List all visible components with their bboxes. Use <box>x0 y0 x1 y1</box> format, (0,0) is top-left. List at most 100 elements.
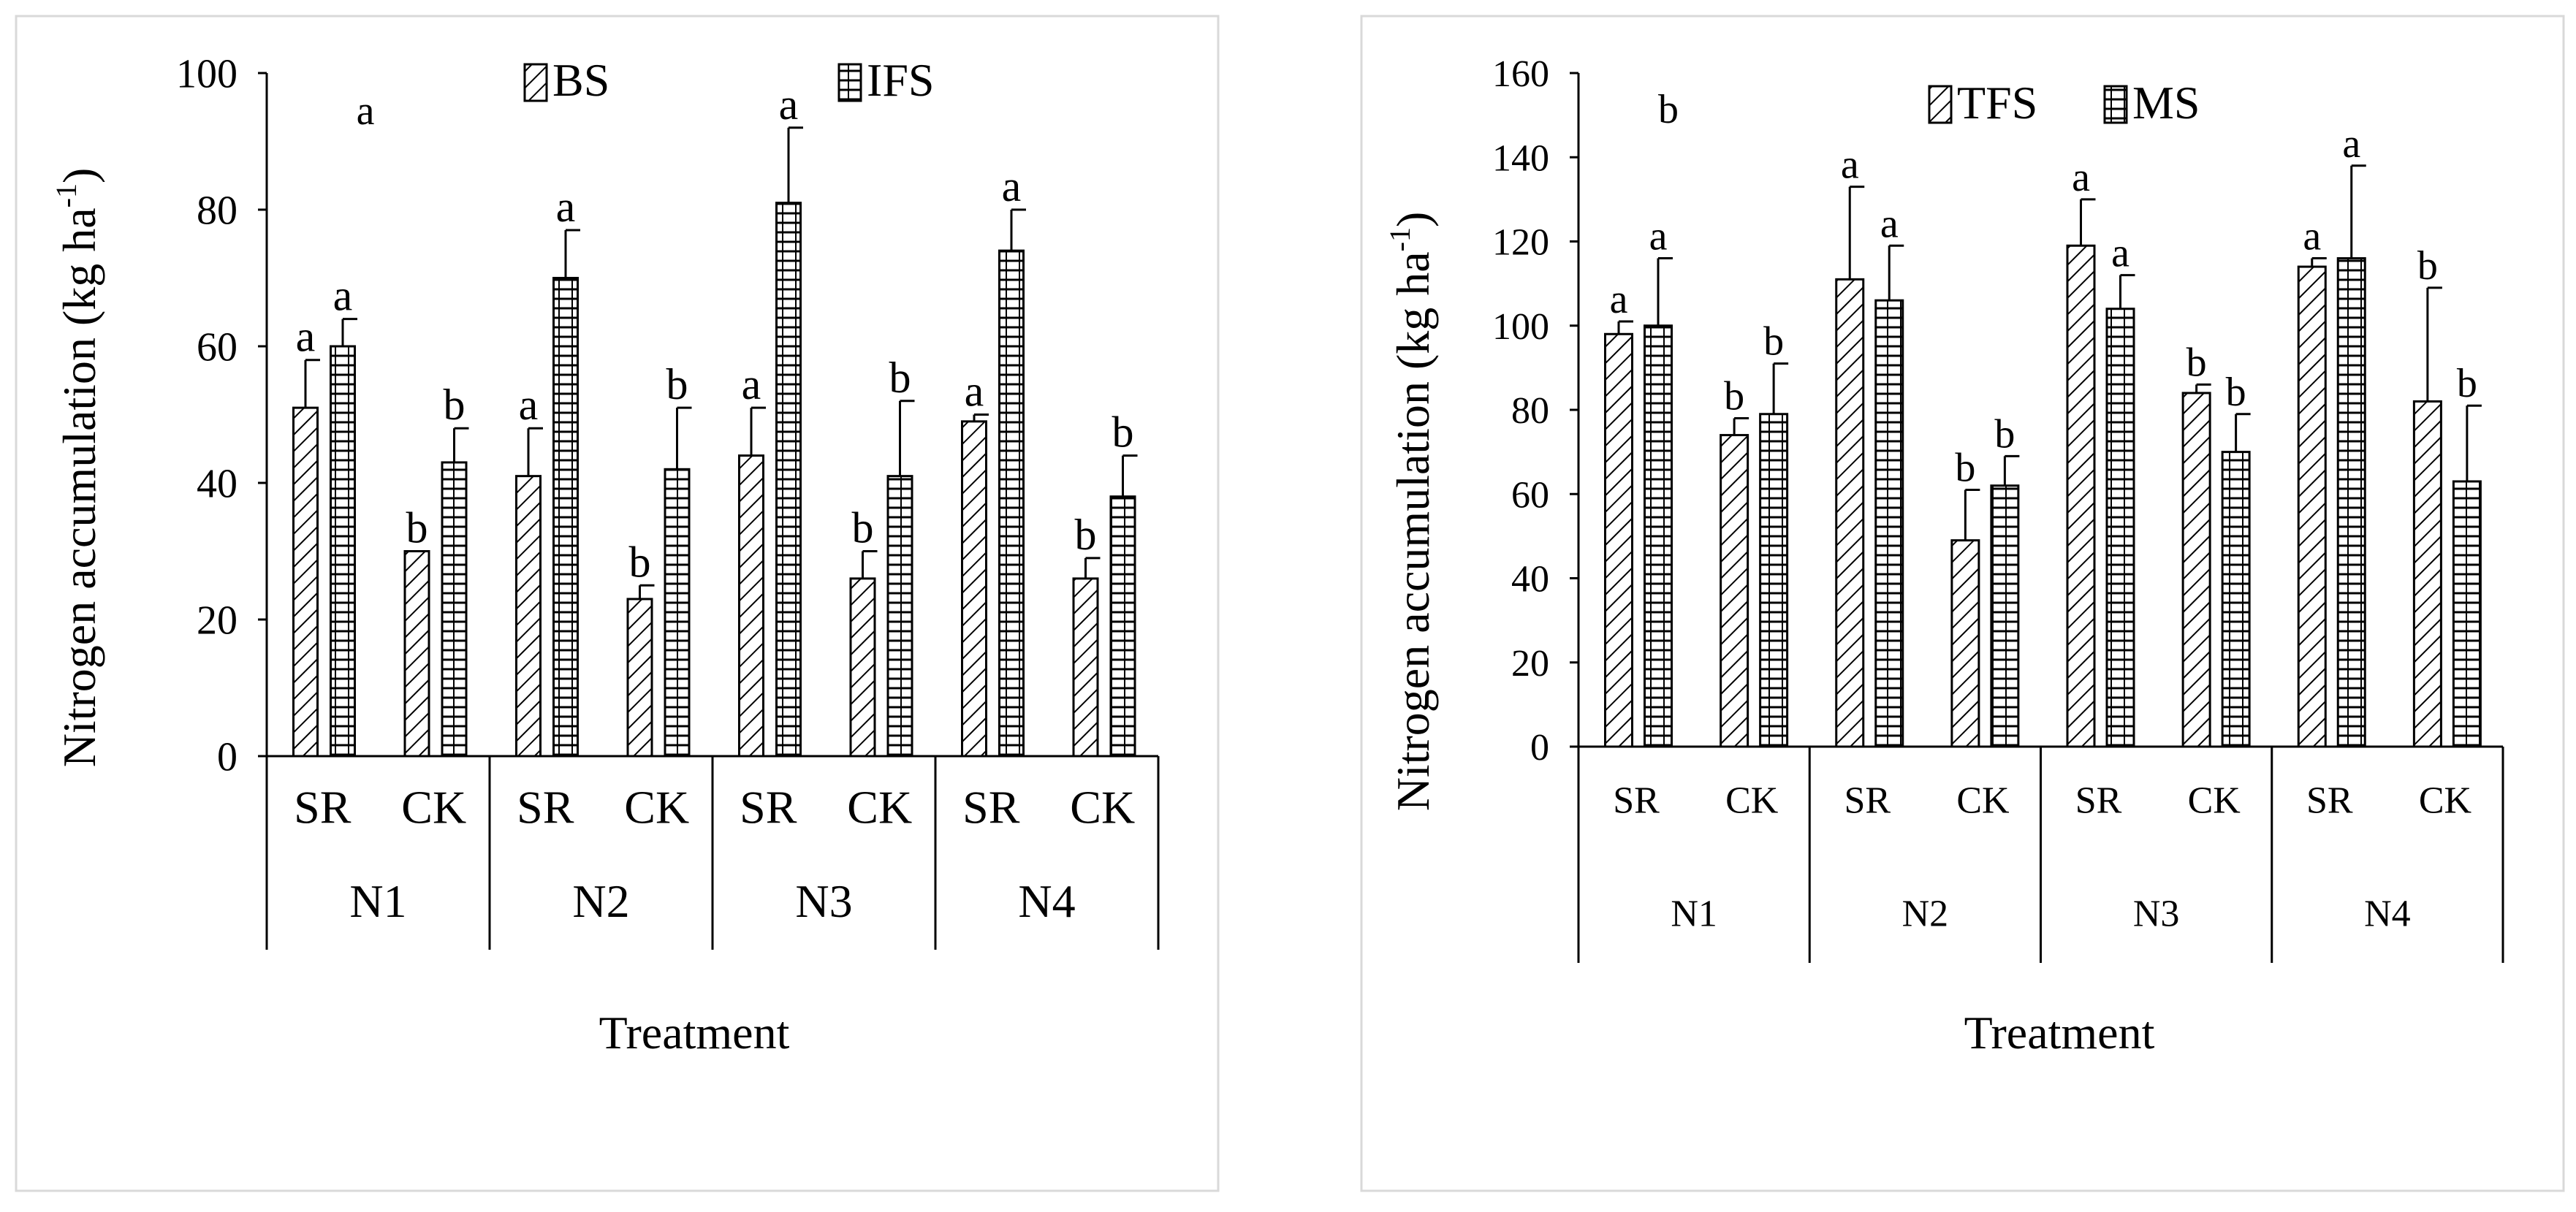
category-label: SR <box>517 781 574 833</box>
y-tick-label: 20 <box>1511 643 1549 685</box>
bar-ifs <box>664 468 691 758</box>
group-label: N4 <box>1018 875 1075 927</box>
bar-ms <box>1759 413 1789 748</box>
significance-label: b <box>1075 511 1097 559</box>
bar-bs <box>515 475 542 758</box>
panel-2-ylabel: Nitrogen accumulation (kg ha-1) <box>1383 212 1439 812</box>
significance-label: b <box>889 354 911 402</box>
significance-label: a <box>1880 201 1899 246</box>
panel-2-legend: TFS MS <box>1928 77 2200 129</box>
y-tick-label: 40 <box>197 462 238 507</box>
bar-ms <box>2221 451 2251 748</box>
category-label: SR <box>2306 780 2353 821</box>
bar-ifs <box>775 202 802 758</box>
bar-tfs <box>2181 392 2211 748</box>
significance-label: a <box>779 80 799 129</box>
significance-label: b <box>1955 445 1975 490</box>
group-label: N1 <box>1671 893 1717 935</box>
significance-label: a <box>742 360 761 408</box>
y-tick-label: 20 <box>197 598 238 644</box>
legend-swatch-tfs <box>1928 85 1953 124</box>
category-label: SR <box>1844 780 1891 821</box>
y-tick-label: 60 <box>1511 474 1549 516</box>
bar-ifs <box>552 277 579 758</box>
category-label: CK <box>2419 780 2472 821</box>
bar-bs <box>961 420 987 758</box>
bar-ms <box>1990 484 2020 748</box>
significance-label: a <box>1649 214 1668 259</box>
significance-label: b <box>2417 243 2438 289</box>
category-label: CK <box>1725 780 1779 821</box>
significance-label: a <box>1002 162 1022 210</box>
legend-label-ms: MS <box>2132 77 2200 129</box>
legend-swatch-ms <box>2103 85 2128 124</box>
category-label: CK <box>1070 781 1135 833</box>
significance-label: b <box>1763 319 1784 365</box>
bar-ifs <box>441 461 468 758</box>
bar-tfs <box>1604 332 1633 748</box>
significance-label: a <box>556 183 576 231</box>
significance-label: a <box>296 313 316 361</box>
bar-bs <box>626 598 653 758</box>
bar-bs <box>403 550 430 758</box>
panel-1-annotation: a <box>357 88 375 134</box>
significance-label: b <box>666 360 688 408</box>
significance-label: a <box>1841 142 1859 188</box>
bar-tfs <box>2066 244 2096 748</box>
significance-label: b <box>2186 340 2207 385</box>
significance-label: b <box>1724 374 1744 419</box>
significance-label: b <box>444 381 466 429</box>
y-tick-label: 100 <box>1492 306 1549 348</box>
bar-bs <box>292 406 319 758</box>
y-tick-label: 100 <box>176 52 238 97</box>
panel-2-xlabel: Treatment <box>1964 1007 2155 1059</box>
significance-label: b <box>2457 361 2477 406</box>
significance-label: b <box>852 504 874 552</box>
group-label: N3 <box>795 875 852 927</box>
group-label: N4 <box>2364 893 2411 935</box>
legend-swatch-bs <box>523 63 548 102</box>
legend-label-bs: BS <box>552 54 609 106</box>
category-label: SR <box>1613 780 1660 821</box>
group-label: N2 <box>572 875 629 927</box>
chart-panel-2: Nitrogen accumulation (kg ha-1) 0 20 40 60 8… <box>1360 15 2565 1192</box>
significance-label: a <box>2303 214 2321 259</box>
y-tick-label: 60 <box>197 325 238 370</box>
significance-label: a <box>965 367 984 416</box>
significance-label: a <box>519 381 539 429</box>
category-label: SR <box>2075 780 2122 821</box>
group-label: N1 <box>349 875 406 927</box>
y-tick-label: 120 <box>1492 222 1549 264</box>
panel-1-xlabel: Treatment <box>599 1007 790 1059</box>
legend-label-ifs: IFS <box>867 54 935 106</box>
category-label: SR <box>294 781 352 833</box>
category-label: SR <box>740 781 797 833</box>
bar-bs <box>738 454 764 758</box>
bar-tfs <box>1835 278 1865 748</box>
y-tick-label: 80 <box>197 188 238 234</box>
bar-ms <box>1874 299 1904 748</box>
bar-ifs <box>998 249 1025 758</box>
y-tick-label: 160 <box>1492 53 1549 95</box>
group-label: N2 <box>1902 893 1949 935</box>
bar-bs <box>849 577 876 758</box>
panel-1-ylabel: Nitrogen accumulation (kg ha-1) <box>50 168 105 768</box>
y-tick-label: 80 <box>1511 390 1549 432</box>
bar-tfs <box>2297 265 2327 748</box>
bar-ms <box>2105 308 2135 748</box>
category-label: CK <box>401 781 466 833</box>
y-tick-label: 140 <box>1492 137 1549 179</box>
panel-2-annotation: b <box>1658 87 1679 132</box>
significance-label: a <box>2072 155 2090 200</box>
bar-ifs <box>330 345 356 758</box>
significance-label: b <box>1994 411 2015 457</box>
significance-label: b <box>629 538 651 586</box>
category-label: CK <box>624 781 689 833</box>
bar-bs <box>1072 577 1099 758</box>
group-label: N3 <box>2133 893 2180 935</box>
bar-tfs <box>2412 400 2442 748</box>
significance-label: a <box>333 272 353 320</box>
category-label: SR <box>962 781 1020 833</box>
bar-ifs <box>886 475 913 758</box>
bar-ifs <box>1109 495 1136 758</box>
